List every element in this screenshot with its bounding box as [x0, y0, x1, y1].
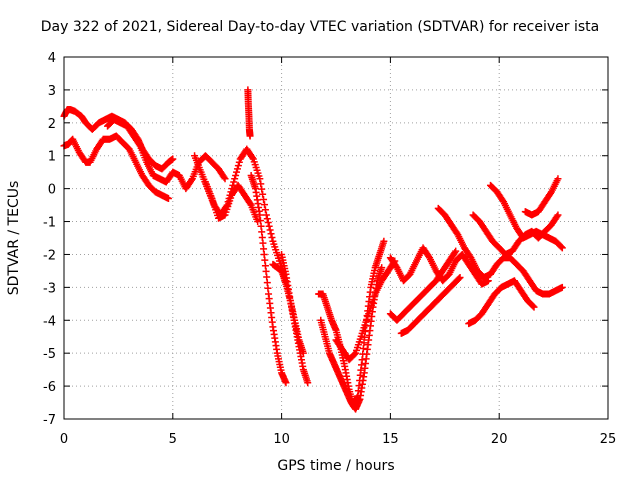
data-point: [262, 211, 270, 219]
data-point: [554, 175, 562, 183]
x-tick-label: 5: [169, 432, 177, 447]
y-tick-label: -4: [43, 314, 56, 329]
data-point: [351, 350, 359, 358]
data-point: [258, 185, 266, 193]
data-point: [266, 226, 274, 234]
y-tick-label: -6: [43, 380, 56, 395]
y-tick-label: -2: [43, 248, 56, 263]
data-point: [261, 201, 269, 209]
chart-title: Day 322 of 2021, Sidereal Day-to-day VTE…: [41, 19, 599, 35]
data-point: [452, 247, 460, 255]
data-point: [220, 173, 228, 181]
data-point: [169, 155, 177, 163]
y-tick-label: 4: [48, 51, 56, 66]
y-tick-label: 2: [48, 117, 56, 132]
data-point: [248, 154, 256, 162]
axis-ticks: 0 5 10 15 20 25 -7 -6 -5 -4 -3 -2 -1 0 1 2 3 4: [43, 51, 616, 447]
data-point: [256, 175, 264, 183]
data-point: [260, 195, 268, 203]
data-point: [456, 273, 464, 281]
x-tick-label: 0: [60, 432, 68, 447]
data-point: [299, 349, 307, 357]
x-axis-label: GPS time / hours: [277, 458, 394, 474]
y-tick-label: 1: [48, 150, 56, 165]
data-point: [221, 175, 229, 183]
data-point: [233, 165, 241, 173]
data-point: [268, 234, 276, 242]
data-series: [201, 178, 262, 226]
y-tick-label: -7: [43, 413, 56, 428]
y-tick-label: -5: [43, 347, 56, 362]
data-point: [233, 168, 241, 176]
data-series: [465, 277, 538, 328]
data-point: [261, 206, 269, 214]
data-points: [60, 86, 566, 413]
data-series: [397, 273, 464, 337]
y-axis-label: SDTVAR / TECUs: [6, 181, 22, 296]
data-series: [434, 204, 566, 298]
data-series: [269, 260, 312, 387]
y-tick-label: -3: [43, 281, 56, 296]
data-point: [234, 162, 242, 170]
data-series: [278, 250, 307, 357]
y-tick-label: 0: [48, 183, 56, 198]
x-tick-label: 15: [382, 432, 399, 447]
data-point: [267, 230, 275, 238]
y-tick-label: 3: [48, 84, 56, 99]
data-point: [187, 176, 195, 184]
data-point: [232, 171, 240, 179]
data-series: [315, 237, 388, 410]
data-point: [265, 222, 273, 230]
data-series: [247, 171, 290, 387]
data-point: [263, 215, 271, 223]
data-point: [246, 132, 254, 140]
data-point: [231, 175, 239, 183]
data-point: [451, 249, 459, 257]
data-point: [230, 178, 238, 186]
data-point: [304, 379, 312, 387]
data-series: [386, 244, 492, 288]
data-series: [104, 116, 229, 193]
x-tick-label: 25: [600, 432, 617, 447]
data-point: [257, 180, 265, 188]
data-point: [135, 140, 143, 148]
data-point: [558, 283, 566, 291]
data-point: [246, 200, 254, 208]
data-point: [530, 303, 538, 311]
x-tick-label: 10: [273, 432, 290, 447]
data-point: [378, 264, 386, 272]
data-point: [553, 212, 561, 220]
data-series: [317, 264, 386, 413]
data-point: [235, 158, 243, 166]
y-tick-label: -1: [43, 216, 56, 231]
plot-frame: [63, 56, 609, 420]
data-point: [259, 190, 267, 198]
data-series: [386, 247, 460, 324]
data-point: [558, 244, 566, 252]
data-series: [486, 181, 566, 252]
data-series: [332, 257, 399, 364]
data-series: [521, 175, 562, 219]
x-tick-label: 20: [491, 432, 508, 447]
data-point: [455, 274, 463, 282]
data-point: [164, 195, 172, 203]
data-series: [244, 86, 254, 140]
data-point: [264, 218, 272, 226]
data-point: [557, 243, 565, 251]
grid-lines: [64, 57, 608, 419]
data-point: [380, 237, 388, 245]
data-point: [554, 211, 562, 219]
data-point: [529, 302, 537, 310]
data-point: [282, 379, 290, 387]
